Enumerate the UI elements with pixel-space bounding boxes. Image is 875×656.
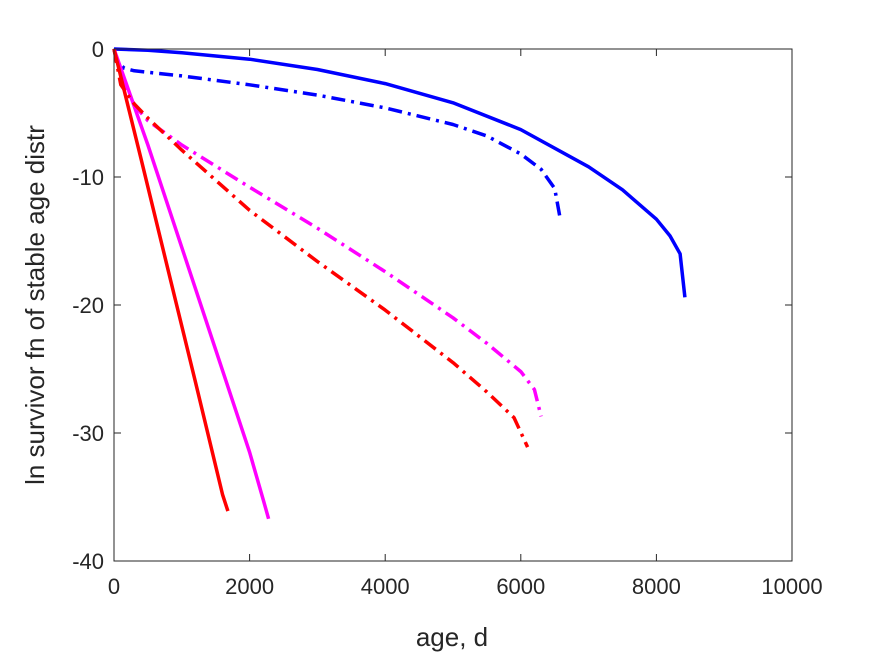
y-axis-label: ln survivor fn of stable age distr <box>20 125 50 485</box>
y-tick-label: -20 <box>72 293 104 318</box>
x-tick-label: 0 <box>108 574 120 599</box>
x-tick-label: 8000 <box>632 574 681 599</box>
x-tick-label: 2000 <box>225 574 274 599</box>
y-tick-label: -30 <box>72 421 104 446</box>
series-line-5 <box>112 48 230 512</box>
series-line-2 <box>112 48 562 219</box>
x-tick-label: 10000 <box>761 574 822 599</box>
series-line-3 <box>112 48 271 520</box>
axes-frame <box>113 48 793 562</box>
series-line-6 <box>112 48 530 448</box>
series-line-1 <box>113 47 687 298</box>
x-tick-label: 4000 <box>361 574 410 599</box>
y-tick-label: -10 <box>72 165 104 190</box>
tick-labels: 0 2000 4000 6000 8000 10000 0 -10 -20 -30 -40 <box>72 37 822 599</box>
y-tick-label: -40 <box>72 549 104 574</box>
x-tick-label: 6000 <box>496 574 545 599</box>
series-layer <box>112 47 687 520</box>
y-tick-label: 0 <box>92 37 104 62</box>
x-axis-label: age, d <box>416 622 488 652</box>
